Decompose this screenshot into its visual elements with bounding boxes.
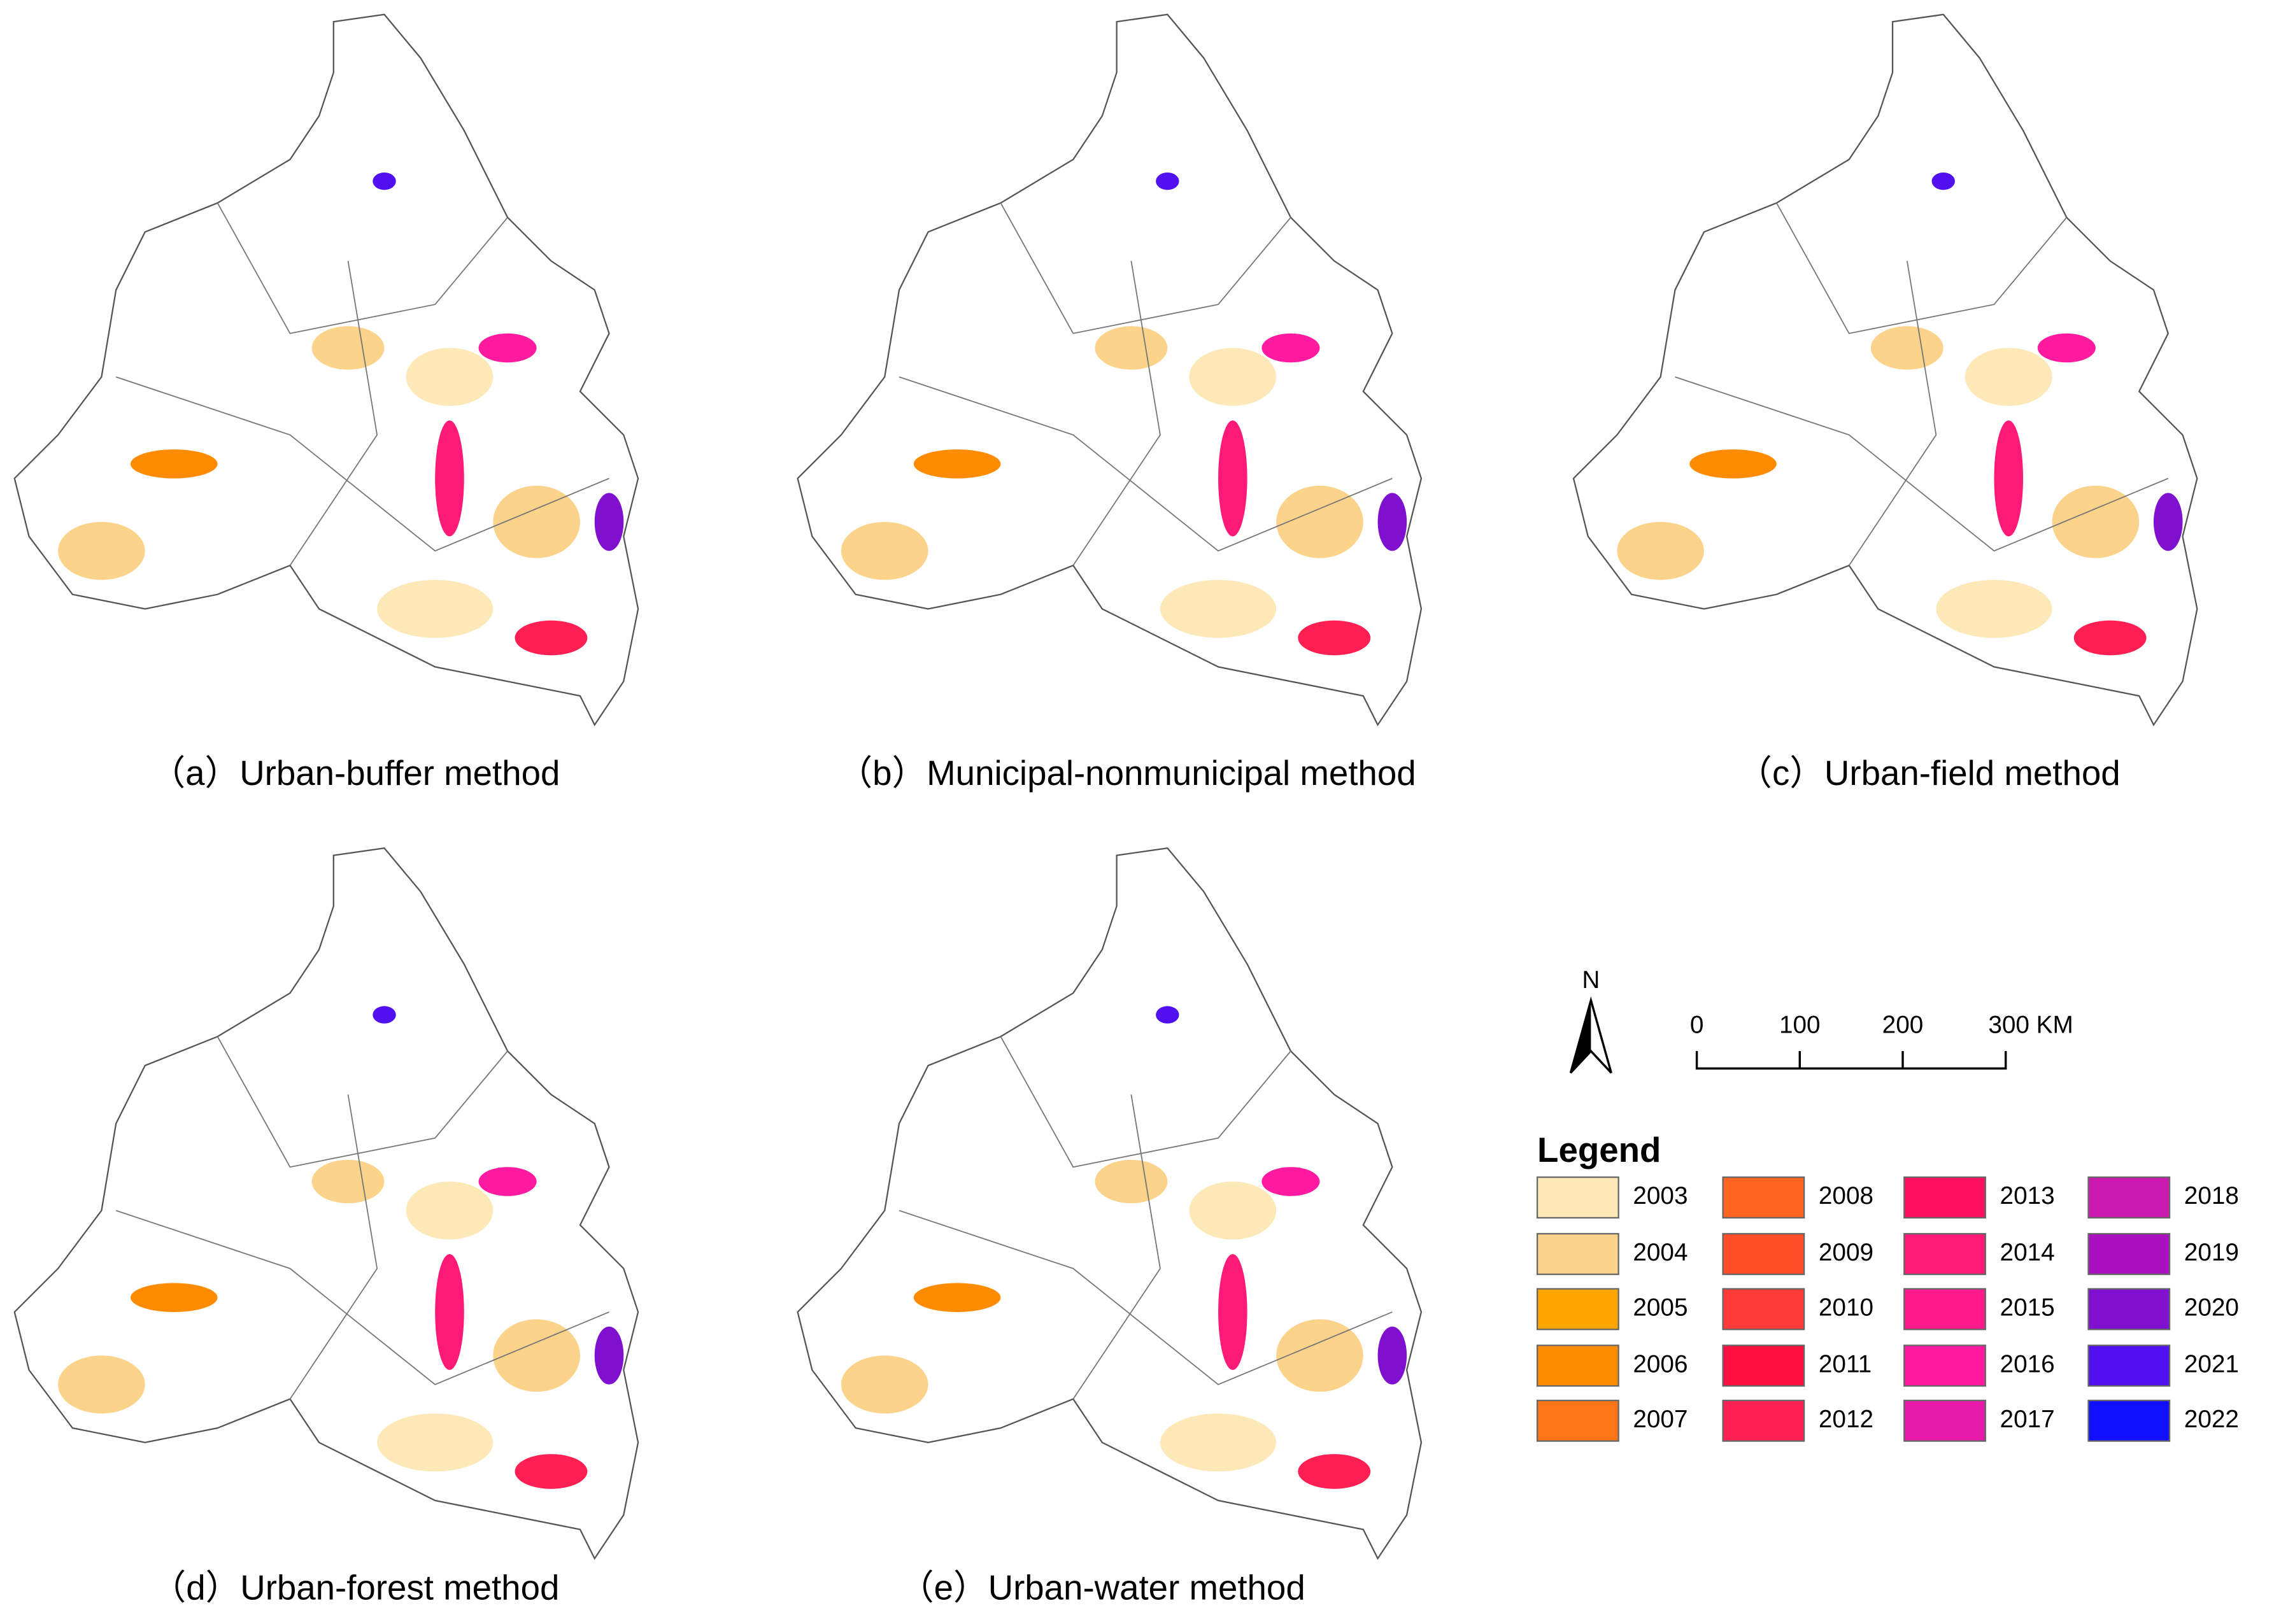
scale-bar bbox=[1695, 1051, 2007, 1070]
legend-swatch bbox=[1536, 1399, 1619, 1442]
map-d bbox=[15, 848, 638, 1558]
legend-label: 2005 bbox=[1633, 1294, 1688, 1322]
legend-swatch bbox=[1903, 1232, 1986, 1275]
legend-swatch bbox=[2087, 1176, 2171, 1219]
map-e bbox=[798, 848, 1421, 1558]
caption: （e）Urban-water method bbox=[899, 1569, 1305, 1607]
north-label: N bbox=[1582, 966, 1600, 994]
legend-label: 2014 bbox=[2000, 1239, 2055, 1266]
legend-label: 2021 bbox=[2184, 1350, 2239, 1378]
legend-swatch bbox=[2087, 1345, 2171, 1387]
map-b bbox=[798, 15, 1421, 725]
map-c bbox=[1574, 15, 2197, 725]
legend-swatch bbox=[2087, 1288, 2171, 1331]
legend-label: 2007 bbox=[1633, 1406, 1688, 1433]
north-arrow-fill bbox=[1570, 1000, 1591, 1073]
legend-swatch bbox=[1903, 1176, 1986, 1219]
legend-swatch bbox=[1722, 1345, 1805, 1387]
legend: 2003 2004 2005 2006 2007 2008 2009 2010 2011 2012… bbox=[1536, 1176, 2239, 1442]
legend-label: 2022 bbox=[2184, 1406, 2239, 1433]
scale-label: 200 bbox=[1882, 1012, 1924, 1039]
legend-swatch bbox=[1903, 1399, 1986, 1442]
legend-label: 2013 bbox=[2000, 1182, 2055, 1210]
legend-label: 2011 bbox=[1819, 1350, 1872, 1378]
map-a bbox=[15, 15, 638, 725]
legend-label: 2009 bbox=[1819, 1239, 1873, 1266]
legend-label: 2010 bbox=[1819, 1294, 1873, 1322]
legend-label: 2012 bbox=[1819, 1406, 1873, 1433]
legend-swatch bbox=[1722, 1176, 1805, 1219]
legend-label: 2016 bbox=[2000, 1350, 2055, 1378]
legend-label: 2018 bbox=[2184, 1182, 2239, 1210]
scale-label: 100 bbox=[1779, 1012, 1821, 1039]
scale-label: 0 bbox=[1690, 1012, 1704, 1039]
legend-swatch bbox=[1536, 1345, 1619, 1387]
caption: （b）Municipal-nonmunicipal method bbox=[837, 754, 1416, 793]
legend-label: 2008 bbox=[1819, 1182, 1873, 1210]
legend-label: 2017 bbox=[2000, 1406, 2055, 1433]
legend-swatch bbox=[1722, 1232, 1805, 1275]
legend-swatch bbox=[1903, 1345, 1986, 1387]
legend-swatch bbox=[1722, 1288, 1805, 1331]
caption: （c）Urban-field method bbox=[1737, 754, 2120, 793]
legend-label: 2004 bbox=[1633, 1239, 1688, 1266]
legend-swatch bbox=[1536, 1288, 1619, 1331]
legend-swatch bbox=[1536, 1176, 1619, 1219]
caption: （a）Urban-buffer method bbox=[151, 754, 560, 793]
legend-label: 2020 bbox=[2184, 1294, 2239, 1322]
legend-swatch bbox=[1903, 1288, 1986, 1331]
legend-swatch bbox=[2087, 1232, 2171, 1275]
legend-title: Legend bbox=[1537, 1131, 1661, 1169]
legend-label: 2006 bbox=[1633, 1350, 1688, 1378]
legend-label: 2019 bbox=[2184, 1239, 2239, 1266]
legend-label: 2003 bbox=[1633, 1182, 1688, 1210]
scale-labels: 0 100 200 300 KM bbox=[1690, 1012, 2073, 1039]
scale-label: 300 KM bbox=[1988, 1012, 2073, 1039]
legend-swatch bbox=[1722, 1399, 1805, 1442]
legend-swatch bbox=[1536, 1232, 1619, 1275]
caption: （d）Urban-forest method bbox=[152, 1569, 560, 1607]
legend-label: 2015 bbox=[2000, 1294, 2055, 1322]
legend-swatch bbox=[2087, 1399, 2171, 1442]
